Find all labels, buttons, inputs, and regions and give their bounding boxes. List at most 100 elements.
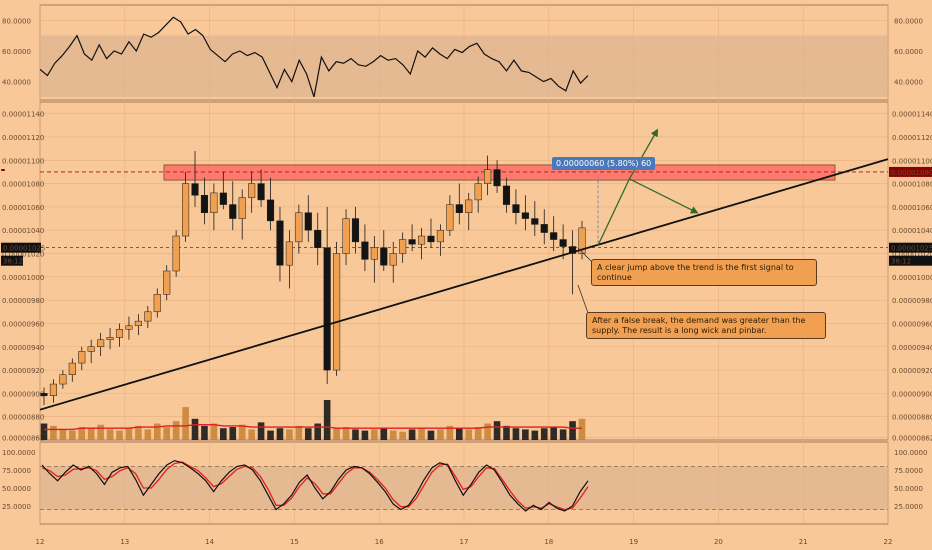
candle-body — [493, 169, 501, 187]
volume-bar — [182, 407, 189, 440]
volume-bar — [172, 421, 180, 440]
volume-bar — [153, 423, 161, 440]
volume-bar — [437, 429, 444, 440]
bottom-osc-y-tick-right: 50.0000 — [894, 485, 923, 493]
price-y-tick: 0.00000920 — [2, 367, 44, 375]
candle-body — [333, 253, 341, 371]
price-y-tick-right: 0.00001040 — [892, 227, 932, 235]
candle-body — [49, 383, 57, 396]
candle-body — [285, 241, 293, 266]
volume-bar — [342, 427, 350, 440]
candle-body — [502, 185, 511, 205]
resistance-price-badge: 0.00001090 — [891, 169, 932, 177]
bottom-osc-y-tick-right: 25.0000 — [894, 503, 923, 511]
candle-body — [172, 235, 180, 272]
volume-bar — [559, 429, 567, 440]
candle-body — [87, 346, 95, 352]
volume-bar — [408, 429, 416, 440]
volume-bar — [87, 428, 95, 440]
candle-body — [134, 320, 142, 327]
volume-bar — [352, 429, 359, 440]
volume-bar — [248, 429, 255, 440]
volume-bar — [257, 422, 265, 440]
volume-bar — [238, 424, 246, 440]
volume-bar — [522, 429, 529, 440]
volume-bar — [144, 429, 152, 440]
candle-body — [351, 218, 360, 243]
candle-body — [106, 337, 114, 341]
annotation-pointer — [577, 247, 593, 263]
candle-body — [40, 393, 48, 396]
candle-body — [399, 239, 407, 254]
candle-body — [512, 204, 520, 213]
top-osc-line — [39, 16, 589, 98]
volume-bar — [163, 427, 171, 440]
price-y-tick-right: 0.00001120 — [892, 134, 932, 142]
candle-body — [455, 204, 463, 213]
volume-bar — [474, 427, 482, 440]
candle-body — [342, 218, 350, 254]
price-y-tick: 0.00001000 — [2, 274, 44, 282]
price-y-tick: 0.00001100 — [2, 157, 44, 165]
volume-bar — [69, 430, 76, 440]
price-y-tick-right: 0.00001100 — [892, 157, 932, 165]
candle-body — [238, 197, 246, 219]
resistance-price-badge-bg — [889, 166, 932, 177]
candle-body — [257, 183, 265, 201]
volume-bar — [135, 425, 142, 440]
candle-body — [540, 224, 548, 233]
candle-body — [200, 194, 209, 213]
price-y-tick-right: 0.00000980 — [892, 297, 932, 305]
current-price-badge-left: 0.00001025 — [3, 245, 45, 253]
volume-bar — [97, 424, 104, 440]
bottom-osc-y-tick: 50.0000 — [2, 485, 31, 493]
price-y-tick: 0.00001080 — [2, 181, 44, 189]
volume-bar — [578, 418, 586, 440]
volume-bar — [229, 427, 237, 440]
candle-body — [323, 247, 331, 371]
price-y-tick: 0.00001040 — [2, 227, 44, 235]
volume-bar — [314, 423, 322, 440]
current-price-badge-bg — [889, 242, 932, 253]
volume-bar — [371, 429, 378, 440]
volume-bar — [512, 428, 520, 440]
candle-body — [521, 212, 529, 219]
price-y-tick-right: 0.00001000 — [892, 274, 932, 282]
volume-bar — [455, 428, 463, 440]
ascending-trendline — [39, 158, 889, 411]
measure-label: 0.00000060 (5.80%) 60 — [552, 157, 656, 170]
candle-body — [182, 183, 190, 237]
volume-bar — [220, 428, 227, 440]
price-y-tick: 0.00000862 — [2, 435, 44, 443]
volume-bar — [418, 428, 425, 440]
annotation-pointer — [577, 284, 589, 314]
volume-bar — [540, 428, 548, 440]
candle-body — [314, 229, 322, 248]
volume-ma-line — [44, 424, 582, 431]
price-y-tick: 0.00001060 — [2, 204, 44, 212]
forecast-arrow-pullback — [629, 178, 699, 214]
price-y-tick-right: 0.00000880 — [892, 414, 932, 422]
countdown-badge: 36:12 — [891, 258, 911, 266]
candle-body — [370, 247, 378, 260]
candle-body — [436, 229, 444, 243]
volume-bar — [446, 425, 454, 440]
annotation-trend-jump: A clear jump above the trend is the firs… — [591, 259, 817, 286]
price-y-tick: 0.00000900 — [2, 390, 44, 398]
bottom-osc-y-tick: 25.0000 — [2, 503, 31, 511]
candle-body — [68, 362, 76, 375]
price-y-tick-right: 0.00000920 — [892, 367, 932, 375]
candle-body — [427, 235, 435, 243]
top-osc-y-tick-right: 60.0000 — [894, 48, 923, 56]
candle-body — [295, 212, 303, 243]
volume-bar — [50, 425, 57, 440]
volume-bar — [427, 430, 435, 440]
candle-body — [389, 253, 397, 266]
candle-body — [361, 241, 369, 260]
top-osc-y-tick-right: 80.0000 — [894, 17, 923, 25]
x-tick-label: 16 — [375, 538, 384, 546]
candle-body — [144, 311, 152, 322]
countdown-badge-left: 36:12 — [3, 258, 23, 266]
x-tick-label: 15 — [290, 538, 299, 546]
